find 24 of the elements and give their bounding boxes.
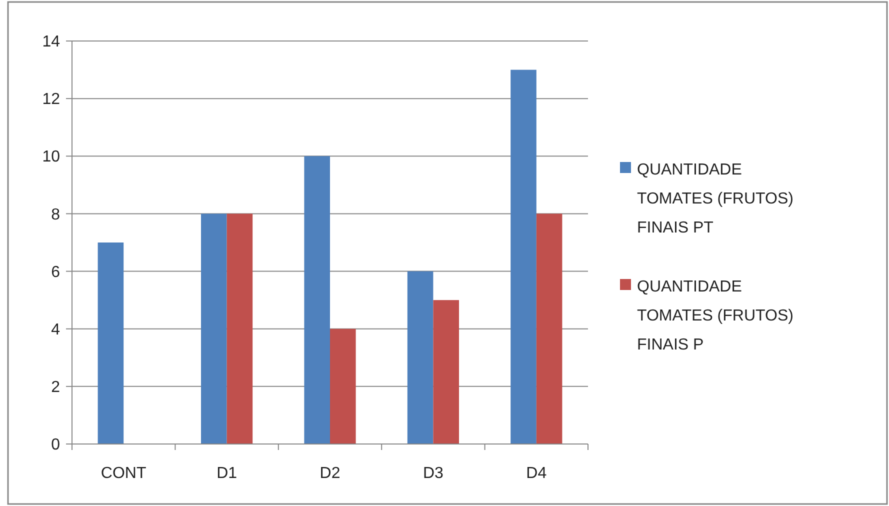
bar <box>330 328 356 444</box>
x-tick-label: D4 <box>526 465 547 482</box>
y-tick-label: 6 <box>51 264 60 281</box>
y-tick-label: 2 <box>51 379 60 396</box>
y-tick-label: 0 <box>51 436 60 454</box>
x-tick-label: CONT <box>100 465 146 482</box>
y-tick-label: 8 <box>51 206 60 224</box>
bar <box>536 214 562 444</box>
x-tick-label: D2 <box>320 465 340 482</box>
x-tick-label: D1 <box>216 465 238 482</box>
bar <box>433 300 459 444</box>
bar <box>304 156 330 444</box>
bar <box>98 242 124 444</box>
x-tick-label: D3 <box>422 465 444 482</box>
bar <box>407 271 434 444</box>
bar <box>201 214 227 444</box>
y-tick-label: 10 <box>42 148 60 166</box>
y-tick-label: 12 <box>42 91 60 108</box>
bar <box>510 70 536 444</box>
legend-label: QUANTIDADE TOMATES (FRUTOS) FINAIS P <box>637 278 794 354</box>
y-tick-label: 14 <box>42 34 60 51</box>
y-tick-label: 4 <box>51 321 60 338</box>
legend-label: QUANTIDADE TOMATES (FRUTOS) FINAIS PT <box>637 161 794 236</box>
bar <box>226 214 253 444</box>
